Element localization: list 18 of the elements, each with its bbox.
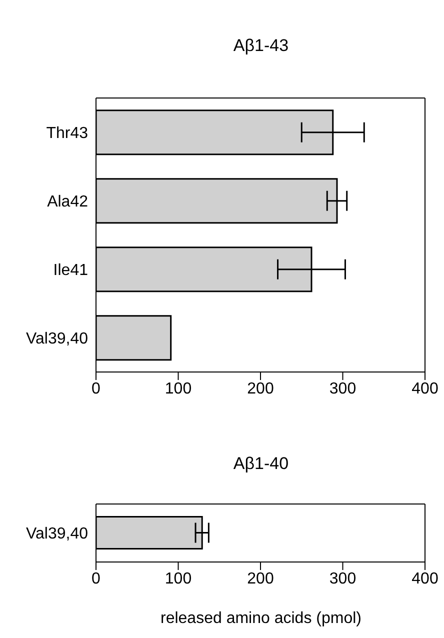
y-tick-label: Val39,40 (26, 330, 88, 348)
x-tick-label: 400 (412, 570, 438, 588)
x-tick-label: 0 (92, 380, 101, 398)
x-tick-label: 100 (164, 380, 192, 398)
x-axis-title: released amino acids (pmol) (160, 610, 362, 628)
x-tick-label: 0 (92, 570, 101, 588)
chart-title: Aβ1-43 (232, 36, 290, 56)
x-tick-label: 200 (247, 380, 274, 398)
x-tick-label: 300 (329, 570, 356, 588)
y-tick-label: Thr43 (46, 124, 88, 142)
x-tick-label: 400 (412, 380, 438, 398)
y-tick-label: Val39,40 (26, 526, 88, 543)
chart-title: Aβ1-40 (232, 454, 290, 474)
x-tick-label: 100 (164, 570, 192, 588)
x-tick-label: 200 (247, 570, 274, 588)
y-tick-label: Ile41 (53, 262, 88, 279)
y-tick-label: Ala42 (47, 193, 88, 210)
x-tick-label: 300 (329, 380, 356, 398)
